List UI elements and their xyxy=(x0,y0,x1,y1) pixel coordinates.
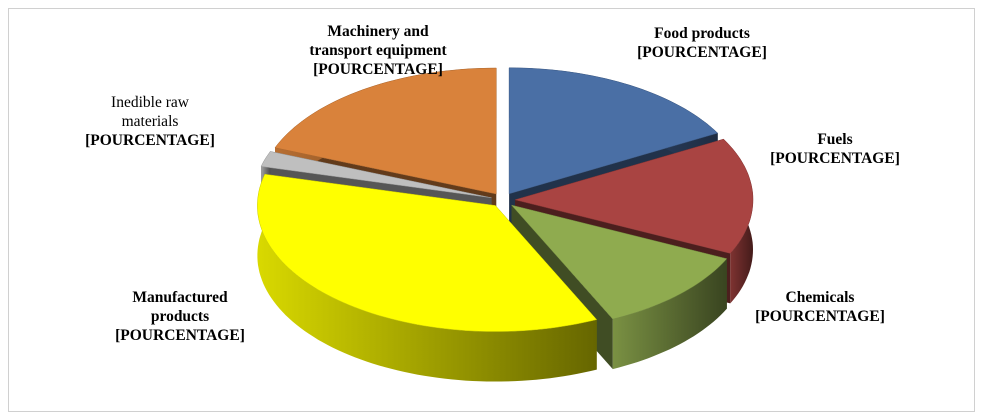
slice-top xyxy=(274,67,497,195)
slice-top xyxy=(508,67,719,195)
slice-top xyxy=(260,151,492,199)
data-label: Manufactured products [POURCENTAGE] xyxy=(90,288,270,345)
value-label: [POURCENTAGE] xyxy=(770,150,900,167)
data-label: Inedible raw materials [POURCENTAGE] xyxy=(60,93,240,150)
category-label: Inedible raw materials xyxy=(111,94,189,130)
slice-top xyxy=(257,173,598,332)
category-label: Fuels xyxy=(817,131,853,148)
data-label: Chemicals [POURCENTAGE] xyxy=(730,288,910,326)
value-label: [POURCENTAGE] xyxy=(85,132,215,149)
category-label: Manufactured products xyxy=(132,289,228,325)
slice-wall xyxy=(612,258,727,370)
slice xyxy=(257,173,598,382)
value-label: [POURCENTAGE] xyxy=(313,61,443,78)
category-label: Machinery and transport equipment xyxy=(309,23,447,59)
slice-top xyxy=(514,138,754,254)
slice-top xyxy=(510,204,728,320)
slice-wall xyxy=(257,174,597,382)
data-label: Fuels [POURCENTAGE] xyxy=(745,130,925,168)
category-label: Food products xyxy=(654,25,750,42)
data-label: Machinery and transport equipment [POURCE… xyxy=(288,22,468,79)
value-label: [POURCENTAGE] xyxy=(755,308,885,325)
category-label: Chemicals xyxy=(785,289,855,306)
data-label: Food products [POURCENTAGE] xyxy=(612,24,792,62)
value-label: [POURCENTAGE] xyxy=(115,327,245,344)
value-label: [POURCENTAGE] xyxy=(637,44,767,61)
